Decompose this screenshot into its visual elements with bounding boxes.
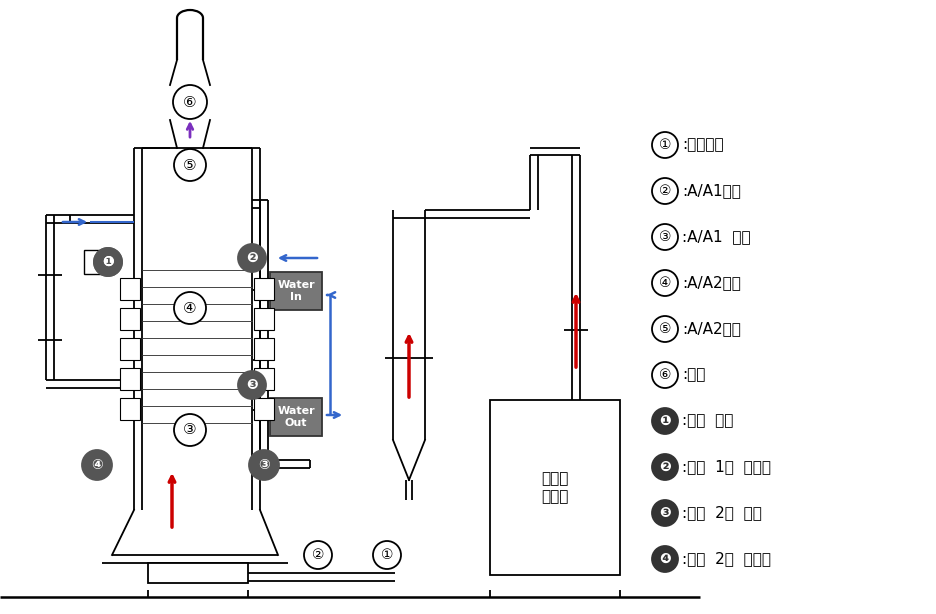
Bar: [254, 278, 274, 300]
Circle shape: [652, 316, 678, 342]
Text: :외기  입구: :외기 입구: [682, 413, 734, 429]
Circle shape: [238, 244, 266, 272]
Circle shape: [174, 292, 206, 324]
Bar: [254, 308, 274, 330]
Circle shape: [652, 224, 678, 250]
Text: ❷: ❷: [659, 460, 671, 474]
Text: ❷: ❷: [246, 251, 258, 265]
Text: :A/A1입구: :A/A1입구: [682, 184, 741, 198]
Text: ③: ③: [183, 422, 197, 438]
Bar: [254, 398, 274, 420]
Text: ❸: ❸: [659, 506, 671, 520]
Bar: [120, 368, 140, 390]
Bar: [270, 398, 322, 436]
Circle shape: [173, 85, 207, 119]
Text: :외기  2차  입구: :외기 2차 입구: [682, 505, 762, 521]
Bar: [270, 272, 322, 310]
Bar: [84, 250, 114, 274]
Text: ④: ④: [659, 276, 671, 290]
Text: ③: ③: [659, 230, 671, 244]
Text: ❶: ❶: [102, 255, 114, 269]
Text: :A/A2입구: :A/A2입구: [682, 276, 741, 290]
Circle shape: [238, 371, 266, 399]
Text: :외기  2장  열교환: :외기 2장 열교환: [682, 551, 771, 567]
Bar: [120, 308, 140, 330]
Text: ❶: ❶: [102, 255, 114, 269]
Circle shape: [652, 132, 678, 158]
Bar: [254, 368, 274, 390]
Circle shape: [94, 248, 122, 276]
Bar: [120, 398, 140, 420]
Circle shape: [174, 149, 206, 181]
Bar: [148, 563, 248, 583]
Text: ②: ②: [312, 548, 324, 562]
Circle shape: [652, 362, 678, 388]
Text: ⑤: ⑤: [659, 322, 671, 336]
Circle shape: [652, 408, 678, 434]
Text: ❹: ❹: [659, 552, 671, 566]
Circle shape: [174, 414, 206, 446]
Text: ⑥: ⑥: [659, 368, 671, 382]
Text: Water
Out: Water Out: [277, 406, 314, 428]
Text: ❶: ❶: [659, 414, 671, 428]
Text: ④: ④: [183, 300, 197, 316]
Circle shape: [82, 450, 112, 480]
Text: 슬공기
유입부: 슬공기 유입부: [541, 472, 569, 503]
Text: :A/A2출구: :A/A2출구: [682, 322, 741, 336]
Circle shape: [652, 178, 678, 204]
Text: :버너출구: :버너출구: [682, 138, 724, 152]
Text: :출구: :출구: [682, 368, 706, 383]
Bar: [120, 278, 140, 300]
Text: Water
In: Water In: [277, 280, 314, 302]
Circle shape: [652, 270, 678, 296]
Text: :외기  1차  열교환: :외기 1차 열교환: [682, 459, 771, 475]
Circle shape: [304, 541, 332, 569]
Text: ⑥: ⑥: [183, 95, 197, 109]
Bar: [490, 400, 620, 575]
Bar: [120, 338, 140, 360]
Circle shape: [373, 541, 401, 569]
Circle shape: [249, 450, 279, 480]
Circle shape: [652, 454, 678, 480]
Text: ③: ③: [258, 458, 270, 472]
Circle shape: [652, 500, 678, 526]
Circle shape: [652, 546, 678, 572]
Text: ①: ①: [659, 138, 671, 152]
Text: :A/A1  출구: :A/A1 출구: [682, 230, 751, 244]
Bar: [254, 338, 274, 360]
Text: ①: ①: [381, 548, 393, 562]
Text: ⑤: ⑤: [183, 158, 197, 173]
Text: ❸: ❸: [246, 378, 258, 392]
Text: ④: ④: [91, 458, 103, 472]
Text: ②: ②: [659, 184, 671, 198]
Circle shape: [94, 248, 122, 276]
